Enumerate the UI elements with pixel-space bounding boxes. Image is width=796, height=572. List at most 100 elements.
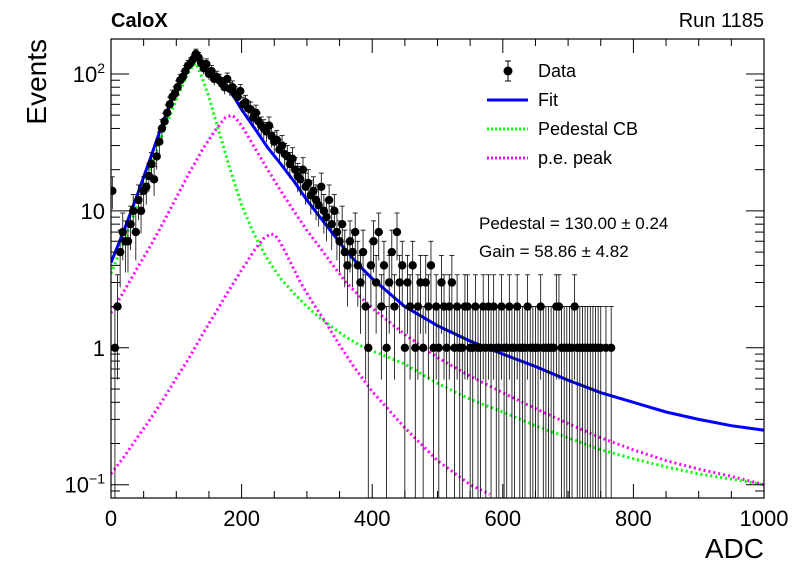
data-point: [413, 302, 423, 311]
data-point: [358, 247, 368, 257]
data-point: [523, 302, 532, 311]
data-point: [418, 343, 428, 353]
series-curve-2: [111, 60, 764, 487]
data-point: [155, 137, 164, 146]
data-point: [379, 261, 389, 270]
data-point: [348, 247, 357, 257]
data-point: [411, 343, 420, 353]
data-point: [351, 227, 360, 237]
data-point: [223, 74, 232, 84]
series-layer: [111, 48, 764, 498]
data-point: [554, 302, 564, 311]
data-point: [162, 108, 172, 118]
data-point: [251, 108, 261, 118]
data-point: [445, 302, 454, 311]
data-point: [322, 212, 331, 222]
data-point: [111, 186, 117, 196]
data-point: [606, 343, 616, 353]
data-point: [463, 302, 472, 311]
data-point: [426, 261, 436, 270]
y-tick-label: 10: [81, 199, 105, 224]
data-point: [353, 261, 363, 270]
data-point: [434, 343, 444, 353]
experiment-label: CaloX: [111, 10, 168, 32]
x-tick-label: 1000: [740, 506, 789, 531]
data-point: [314, 201, 323, 210]
legend-label: Data: [538, 61, 577, 81]
data-point: [356, 278, 365, 287]
data-point: [296, 175, 305, 184]
legend-label: Pedestal CB: [538, 119, 638, 139]
data-point: [458, 343, 467, 353]
x-tick-label: 600: [484, 506, 521, 531]
x-tick-label: 0: [105, 506, 117, 531]
data-point: [549, 343, 558, 353]
data-point: [512, 302, 522, 311]
data-point: [272, 135, 282, 145]
y-axis-label: Events: [21, 39, 52, 125]
data-point: [405, 302, 415, 311]
data-point: [390, 302, 399, 311]
run-label: Run 1185: [679, 10, 764, 32]
data-point: [369, 237, 378, 246]
data-point: [497, 302, 506, 311]
data-point: [149, 175, 159, 184]
data-point: [327, 219, 336, 229]
pedestal-annotation: Pedestal = 130.00 ± 0.24: [479, 214, 668, 233]
data-point: [142, 182, 151, 191]
data-point: [408, 261, 417, 270]
x-tick-label: 400: [354, 506, 391, 531]
data-point: [392, 227, 402, 237]
data-point: [157, 124, 167, 133]
data-point: [173, 83, 182, 92]
data-point: [489, 302, 498, 311]
data-point: [337, 219, 347, 229]
data-point: [332, 227, 342, 237]
data-point: [123, 237, 133, 246]
data-point: [340, 247, 349, 257]
data-point: [570, 302, 579, 311]
data-point: [505, 302, 514, 311]
x-tick-label: 800: [615, 506, 652, 531]
data-point: [160, 117, 169, 126]
data-point: [536, 302, 545, 311]
legend-label: p.e. peak: [538, 148, 613, 168]
data-point: [298, 165, 308, 174]
data-point: [202, 59, 211, 69]
data-point: [431, 302, 441, 311]
legend: Data Fit Pedestal CB p.e. peak: [487, 60, 638, 168]
data-point: [335, 237, 344, 246]
data-point: [387, 247, 396, 257]
legend-marker: [503, 66, 513, 76]
data-point: [236, 86, 245, 96]
data-point: [361, 302, 370, 311]
data-point: [371, 278, 381, 287]
data-point: [343, 261, 352, 270]
data-point: [134, 195, 143, 205]
y-tick-label: 1: [93, 336, 105, 361]
data-point: [384, 278, 394, 287]
data-point: [126, 219, 135, 229]
axis-layer: 0 200 400 600 800 1000 10−1 1 10 102: [65, 39, 789, 531]
data-point: [452, 302, 462, 311]
data-point: [395, 278, 404, 287]
data-point: [471, 302, 480, 311]
data-point: [366, 261, 376, 270]
data-point: [264, 121, 274, 130]
x-axis-label: ADC: [705, 533, 764, 564]
data-point: [398, 261, 407, 270]
data-point: [136, 206, 146, 216]
data-point: [115, 247, 125, 257]
series-curve-3: [111, 113, 764, 487]
data-point: [131, 227, 141, 237]
data-point: [400, 343, 410, 353]
data-point: [447, 278, 457, 287]
y-tick-label: 102: [73, 60, 105, 87]
data-point: [152, 152, 161, 161]
data-point: [424, 302, 433, 311]
y-tick-label: 10−1: [65, 471, 106, 498]
data-point: [309, 186, 318, 196]
data-point: [317, 182, 326, 191]
data-point: [165, 100, 174, 109]
